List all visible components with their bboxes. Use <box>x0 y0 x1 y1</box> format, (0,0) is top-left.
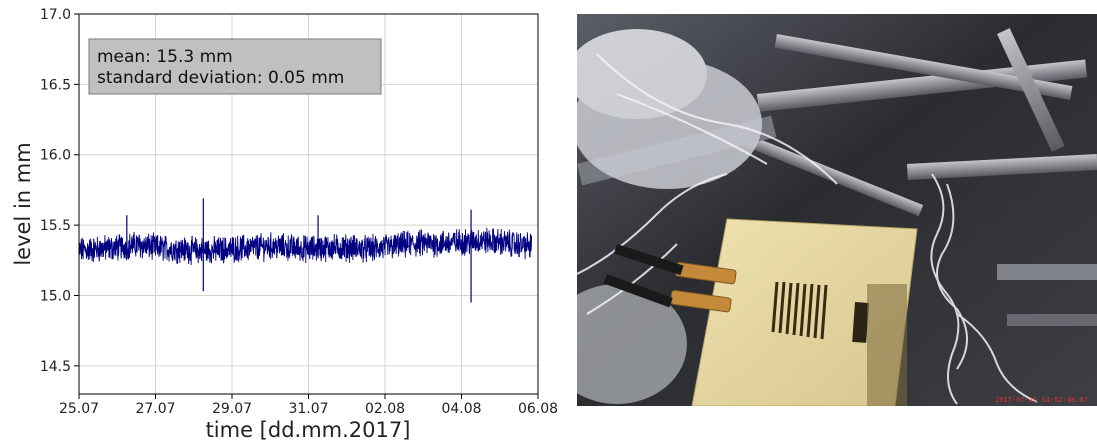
x-tick-label: 25.07 <box>59 401 99 417</box>
y-tick-label: 15.5 <box>40 218 71 234</box>
stats-box <box>88 38 382 95</box>
foam-light-left <box>577 29 762 404</box>
sensor-electrode-array <box>771 281 828 340</box>
y-tick-label: 14.5 <box>40 359 71 375</box>
axes: 25.07 27.07 29.07 31.07 02.08 04.08 06.08 14.5 1… <box>40 7 558 417</box>
level-chart: 25.07 27.07 29.07 31.07 02.08 04.08 06.08 14.5 1… <box>11 7 558 442</box>
water-streaks <box>577 53 1038 405</box>
connector-pins <box>669 261 737 313</box>
series-line <box>78 227 533 266</box>
stats-mean: mean: 15.3 mm <box>97 47 233 67</box>
stats-annotation: mean: 15.3 mm standard deviation: 0.05 m… <box>88 38 382 95</box>
camera-timestamp: 2017-07-26 14:52:48.07 <box>995 396 1088 404</box>
x-axis-title: time [dd.mm.2017] <box>206 418 411 442</box>
series-level <box>78 198 533 303</box>
y-axis-title: level in mm <box>11 142 35 265</box>
y-tick-label: 15.0 <box>40 288 71 304</box>
stats-stddev: standard deviation: 0.05 mm <box>97 68 344 88</box>
sensor-board <box>603 218 918 406</box>
x-tick-label: 02.08 <box>365 401 405 417</box>
x-tick-label: 31.07 <box>288 401 328 417</box>
y-tick-label: 16.0 <box>40 148 71 164</box>
dark-strut <box>867 284 907 406</box>
x-tick-label: 06.08 <box>518 401 558 417</box>
x-tick-label: 29.07 <box>212 401 252 417</box>
y-tick-label: 17.0 <box>40 7 71 23</box>
y-tick-label: 16.5 <box>40 77 71 93</box>
x-tick-label: 04.08 <box>441 401 481 417</box>
x-tick-label: 27.07 <box>135 401 175 417</box>
sensor-photo: 2017-07-26 14:52:48.07 <box>577 14 1097 406</box>
